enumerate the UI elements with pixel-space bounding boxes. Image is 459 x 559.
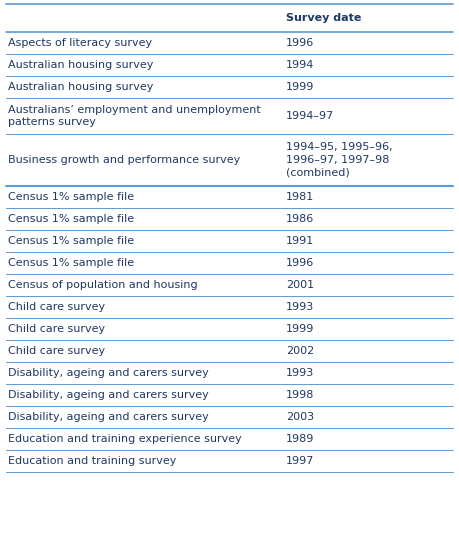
Text: Education and training survey: Education and training survey	[8, 456, 176, 466]
Text: 1991: 1991	[286, 236, 314, 246]
Text: 1999: 1999	[286, 82, 315, 92]
Text: Survey date: Survey date	[286, 13, 362, 23]
Text: Census 1% sample file: Census 1% sample file	[8, 192, 134, 202]
Text: Disability, ageing and carers survey: Disability, ageing and carers survey	[8, 368, 209, 378]
Text: 1999: 1999	[286, 324, 315, 334]
Text: 1994: 1994	[286, 60, 315, 70]
Text: Child care survey: Child care survey	[8, 302, 105, 312]
Text: 1996: 1996	[286, 38, 314, 48]
Text: 1993: 1993	[286, 368, 314, 378]
Text: Australian housing survey: Australian housing survey	[8, 82, 153, 92]
Text: 1997: 1997	[286, 456, 315, 466]
Text: 1998: 1998	[286, 390, 315, 400]
Text: Aspects of literacy survey: Aspects of literacy survey	[8, 38, 152, 48]
Text: Census 1% sample file: Census 1% sample file	[8, 214, 134, 224]
Text: 1989: 1989	[286, 434, 315, 444]
Text: Australian housing survey: Australian housing survey	[8, 60, 153, 70]
Text: 1994–97: 1994–97	[286, 111, 335, 121]
Text: 2002: 2002	[286, 346, 314, 356]
Text: 1993: 1993	[286, 302, 314, 312]
Text: Census of population and housing: Census of population and housing	[8, 280, 198, 290]
Text: Australians’ employment and unemployment
patterns survey: Australians’ employment and unemployment…	[8, 105, 261, 127]
Text: Disability, ageing and carers survey: Disability, ageing and carers survey	[8, 412, 209, 422]
Text: 1986: 1986	[286, 214, 314, 224]
Text: Disability, ageing and carers survey: Disability, ageing and carers survey	[8, 390, 209, 400]
Text: 1996: 1996	[286, 258, 314, 268]
Text: 1981: 1981	[286, 192, 314, 202]
Text: Census 1% sample file: Census 1% sample file	[8, 258, 134, 268]
Text: Education and training experience survey: Education and training experience survey	[8, 434, 242, 444]
Text: Child care survey: Child care survey	[8, 324, 105, 334]
Text: 2001: 2001	[286, 280, 314, 290]
Text: 1994–95, 1995–96,
1996–97, 1997–98
(combined): 1994–95, 1995–96, 1996–97, 1997–98 (comb…	[286, 142, 393, 178]
Text: Business growth and performance survey: Business growth and performance survey	[8, 155, 240, 165]
Text: Census 1% sample file: Census 1% sample file	[8, 236, 134, 246]
Text: 2003: 2003	[286, 412, 314, 422]
Text: Child care survey: Child care survey	[8, 346, 105, 356]
